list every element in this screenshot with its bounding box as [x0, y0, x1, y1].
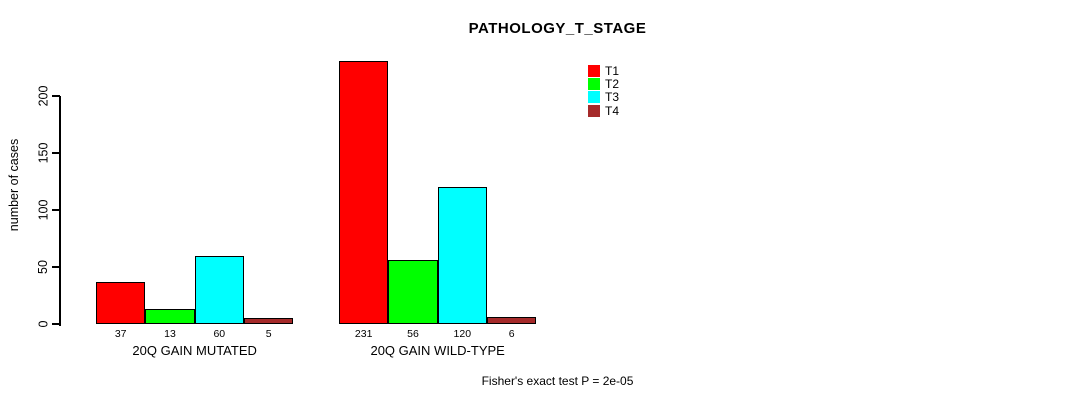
bar-t4-group2: [486, 317, 537, 324]
bar-value-label: 6: [508, 328, 515, 340]
legend-row-t4: T4: [588, 104, 619, 117]
bar-value-label: 231: [354, 328, 373, 340]
y-tick-mark: [52, 209, 60, 211]
bar-value-label: 56: [407, 328, 419, 340]
bar-t3-group1: [194, 255, 244, 324]
bar-value-label: 37: [114, 328, 127, 340]
legend-row-t3: T3: [588, 91, 619, 104]
category-label-2: 20Q GAIN WILD-TYPE: [370, 343, 505, 358]
bar-t2-group1: [145, 309, 195, 324]
y-tick-label: 150: [32, 123, 54, 183]
legend-row-t1: T1: [588, 64, 619, 77]
legend-label-t1: T1: [605, 63, 620, 78]
y-axis-title-box: number of cases: [2, 105, 26, 265]
y-tick-label-text: 50: [36, 260, 50, 274]
y-tick-mark: [52, 95, 60, 97]
y-tick-label: 0: [32, 294, 54, 354]
y-tick-label-text: 200: [35, 85, 50, 107]
bar-t1-group1: [96, 281, 146, 324]
y-axis-title: number of cases: [7, 138, 22, 232]
y-tick-mark: [52, 266, 60, 268]
y-tick-mark: [52, 152, 60, 154]
legend-row-t2: T2: [588, 77, 620, 92]
legend-swatch-t3: [588, 91, 600, 104]
y-tick-label-text: 0: [35, 320, 50, 328]
bar-t1-group2: [339, 60, 389, 324]
y-axis-line: [59, 96, 61, 326]
legend: T1 T2 T3 T4: [588, 64, 619, 118]
bar-t4-group1: [243, 318, 294, 324]
annotation-text: Fisher's exact test P = 2e-05: [481, 374, 634, 388]
legend-swatch-t4: [588, 104, 600, 117]
legend-swatch-t1: [588, 64, 600, 77]
legend-swatch-t2: [588, 78, 600, 91]
bar-value-label: 13: [164, 328, 176, 340]
y-tick-mark: [52, 323, 60, 325]
bar-t3-group2: [437, 187, 487, 324]
bar-t2-group2: [388, 260, 438, 324]
y-tick-label-text: 150: [35, 142, 50, 164]
chart-title: PATHOLOGY_T_STAGE: [468, 20, 647, 37]
y-tick-label: 50: [32, 237, 54, 297]
y-tick-label: 100: [32, 180, 54, 240]
legend-label-t2: T2: [605, 77, 620, 92]
category-label-1: 20Q GAIN MUTATED: [132, 343, 257, 358]
legend-label-t3: T3: [605, 90, 620, 105]
bar-value-label: 5: [265, 328, 272, 340]
y-tick-label: 200: [32, 66, 54, 126]
y-tick-label-text: 100: [35, 199, 50, 221]
legend-label-t4: T4: [605, 103, 620, 118]
bar-value-label: 60: [213, 328, 226, 340]
bar-value-label: 120: [453, 328, 472, 340]
